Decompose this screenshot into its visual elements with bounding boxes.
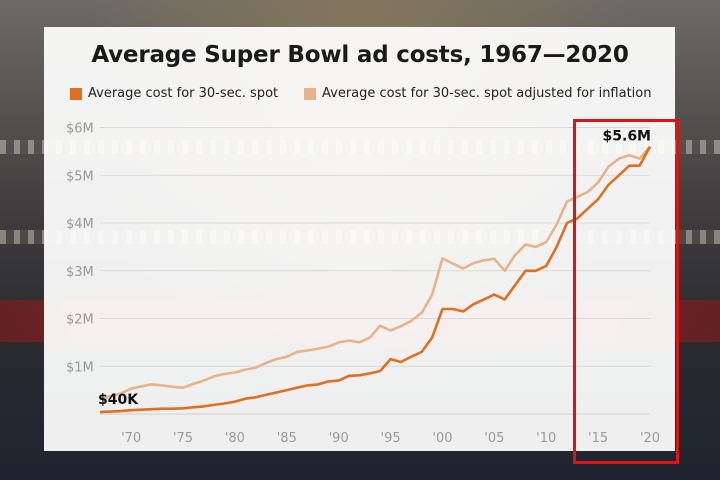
series-line-inflation — [99, 145, 651, 401]
legend-item-nominal: Average cost for 30-sec. spot — [70, 86, 278, 101]
x-tick-label: '00 — [432, 431, 452, 446]
x-tick-label: '80 — [225, 431, 245, 446]
chart-card — [44, 27, 675, 451]
x-tick-label: '05 — [484, 431, 504, 446]
y-tick-label: $6M — [66, 122, 94, 137]
x-tick-label: '85 — [277, 431, 297, 446]
x-tick-label: '15 — [588, 431, 608, 446]
legend-item-inflation: Average cost for 30-sec. spot adjusted f… — [304, 86, 652, 101]
legend-swatch-inflation — [304, 87, 316, 100]
annotation-start-value: $40K — [98, 392, 139, 408]
x-tick-label: '75 — [173, 431, 193, 446]
x-tick-label: '10 — [536, 431, 556, 446]
series-line-nominal — [99, 145, 652, 414]
y-tick-label: $3M — [66, 265, 94, 280]
legend-label-nominal: Average cost for 30-sec. spot — [88, 86, 279, 101]
legend-label-inflation: Average cost for 30-sec. spot adjusted f… — [322, 86, 652, 101]
highlight-box — [573, 119, 679, 464]
x-tick-label: '95 — [381, 431, 401, 446]
y-tick-label: $2M — [66, 313, 94, 328]
annotation-end-value: $5.6M — [603, 129, 651, 145]
y-tick-label: $4M — [66, 217, 94, 232]
legend-swatch-nominal — [70, 87, 82, 100]
x-tick-label: '90 — [329, 431, 349, 446]
x-tick-label: '70 — [121, 431, 141, 446]
y-tick-label: $1M — [66, 360, 94, 375]
x-tick-label: '20 — [640, 431, 660, 446]
y-tick-label: $5M — [66, 169, 94, 184]
chart-title: Average Super Bowl ad costs, 1967—2020 — [91, 42, 629, 68]
